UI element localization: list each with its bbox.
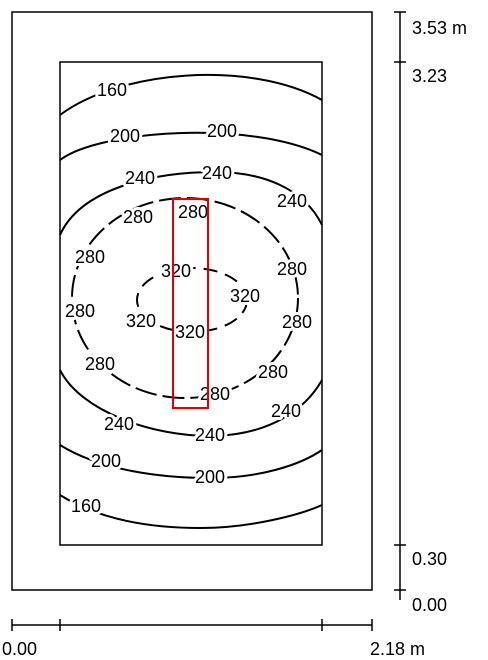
contour-label: 240 — [125, 168, 155, 188]
dimension-label: 3.23 — [412, 66, 447, 86]
contour-label: 280 — [200, 384, 230, 404]
contour-label: 320 — [126, 311, 156, 331]
contour-label: 200 — [195, 467, 225, 487]
contour-label: 320 — [175, 322, 205, 342]
contour-label: 280 — [282, 312, 312, 332]
contour-label: 240 — [271, 401, 301, 421]
contour-label: 280 — [258, 362, 288, 382]
dimension-label: 3.53 m — [412, 18, 467, 38]
contour-label: 320 — [161, 261, 191, 281]
vertical-dimension: 3.53 m 3.23 0.30 0.00 — [394, 11, 467, 615]
contour-labels: 160 200 200 240 240 240 280 280 280 280 … — [62, 77, 315, 519]
dimension-label: 0.00 — [412, 595, 447, 615]
contour-label: 240 — [277, 191, 307, 211]
contour-label: 280 — [85, 354, 115, 374]
contour-label: 280 — [75, 247, 105, 267]
contour-label: 280 — [65, 301, 95, 321]
isoline — [59, 369, 323, 438]
isoline — [59, 73, 323, 116]
dimension-label: 0.30 — [412, 549, 447, 569]
isoline — [71, 197, 299, 399]
contour-label: 240 — [202, 163, 232, 183]
room-outline — [11, 11, 373, 591]
contour-label: 200 — [91, 451, 121, 471]
contour-label: 280 — [178, 202, 208, 222]
dimension-label: 2.18 m — [370, 639, 425, 659]
contour-label: 200 — [207, 121, 237, 141]
isoline — [59, 494, 323, 530]
isoline — [136, 267, 248, 333]
contour-label: 160 — [97, 80, 127, 100]
dimension-label: 0.00 — [2, 639, 37, 659]
isoline — [59, 444, 323, 480]
contour-label: 280 — [123, 207, 153, 227]
isoline — [59, 131, 323, 161]
isolines — [59, 73, 323, 530]
contour-label: 240 — [104, 414, 134, 434]
luminaire-outline — [172, 198, 209, 409]
contour-label: 240 — [195, 425, 225, 445]
isoline — [59, 170, 323, 236]
calculation-area — [59, 61, 323, 546]
contour-label: 200 — [110, 126, 140, 146]
horizontal-dimension: 0.00 2.18 m — [2, 619, 425, 659]
contour-label: 280 — [277, 259, 307, 279]
contour-label: 160 — [71, 496, 101, 516]
contour-label: 320 — [230, 286, 260, 306]
